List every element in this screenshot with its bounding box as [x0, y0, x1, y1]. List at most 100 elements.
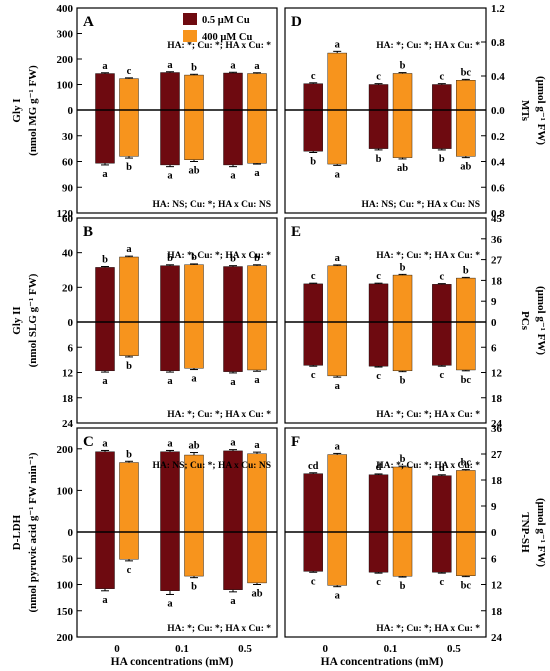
bar — [184, 74, 204, 111]
significance-letter: c — [311, 370, 316, 381]
significance-letter: b — [400, 376, 406, 387]
y-tick-label: 0 — [68, 105, 74, 117]
significance-letter: ab — [188, 441, 199, 452]
bar — [432, 284, 452, 323]
significance-letter: a — [167, 171, 173, 182]
y-tick-label: 12 — [62, 368, 74, 380]
y-tick-label: 36 — [491, 423, 503, 435]
significance-letter: c — [127, 565, 132, 576]
y-tick-label: 60 — [62, 213, 74, 225]
y-tick-label: 0 — [491, 317, 497, 329]
significance-letter: c — [376, 271, 381, 282]
significance-letter: cd — [308, 461, 319, 472]
bar — [303, 109, 323, 152]
significance-letter: c — [376, 72, 381, 83]
significance-letter: b — [126, 361, 132, 372]
y-tick-label: 9 — [491, 296, 497, 308]
significance-letter: a — [335, 441, 341, 452]
bar — [184, 264, 204, 323]
bar — [368, 109, 389, 149]
bar — [223, 531, 243, 590]
significance-letter: bc — [461, 458, 472, 469]
significance-letter: bc — [461, 67, 472, 78]
significance-letter: b — [400, 581, 406, 592]
bar — [247, 109, 267, 164]
stat-annotation: HA: *; Cu: *; HA x Cu: * — [167, 624, 271, 634]
bar — [303, 83, 323, 111]
significance-letter: a — [167, 598, 173, 609]
y-axis-unit: (nmol pyruvic acid g⁻¹ FW min⁻¹) — [27, 452, 39, 612]
bar — [456, 277, 476, 323]
y-tick-label: 200 — [57, 54, 74, 66]
bar — [368, 283, 389, 323]
y-tick-label: 45 — [491, 213, 503, 225]
significance-letter: a — [230, 171, 236, 182]
y-tick-label: 6 — [68, 342, 74, 354]
significance-letter: b — [230, 254, 236, 265]
bar — [432, 475, 452, 533]
bar — [327, 454, 347, 533]
y-tick-label: 0 — [68, 527, 74, 539]
panel-a: 400 300 200 100 0 30 60 90 120 a a a c b a HA: *; Cu: *… — [11, 3, 278, 220]
x-tick-label: 0 — [114, 643, 120, 655]
panel-letter: A — [83, 14, 94, 30]
significance-letter: a — [254, 375, 260, 386]
y-axis-unit: (μmol g⁻¹ FW) — [535, 76, 547, 145]
bar — [303, 531, 323, 572]
y-tick-label: 6 — [491, 553, 497, 565]
bar — [223, 72, 243, 111]
bar — [392, 531, 413, 577]
bar — [456, 470, 476, 533]
x-axis-label-right: HA concentrations (mM) — [321, 656, 444, 668]
bar — [95, 267, 115, 323]
significance-letter: a — [254, 61, 260, 72]
bar — [432, 321, 452, 366]
significance-letter: ab — [460, 162, 471, 173]
significance-letter: b — [400, 61, 406, 72]
x-tick-label: 0.1 — [384, 643, 398, 655]
y-tick-label: 0.4 — [491, 157, 505, 169]
legend-label: 0.5 μM Cu — [202, 15, 250, 26]
bar — [303, 321, 323, 366]
significance-letter: ab — [397, 163, 408, 174]
legend-swatch — [183, 30, 197, 42]
significance-letter: b — [400, 262, 406, 273]
y-tick-label: 6 — [491, 342, 497, 354]
bar — [223, 321, 243, 372]
bar — [95, 73, 115, 111]
bar — [392, 321, 413, 372]
bar — [432, 109, 452, 149]
x-tick-label: 0.1 — [175, 643, 189, 655]
significance-letter: c — [440, 577, 445, 588]
significance-letter: b — [376, 154, 382, 165]
y-tick-label: 0.6 — [491, 182, 505, 194]
x-axis-label-left: HA concentrations (mM) — [111, 656, 234, 668]
bar — [119, 462, 139, 533]
stat-annotation: HA: *; Cu: *; HA x Cu: * — [167, 410, 271, 420]
x-tick-label: 0 — [322, 643, 328, 655]
y-tick-label: 0 — [68, 317, 74, 329]
y-tick-label: 150 — [57, 606, 74, 618]
stat-annotation: HA: NS; Cu: *; HA x Cu: NS — [362, 200, 481, 210]
significance-letter: a — [102, 169, 108, 180]
bar — [223, 266, 243, 323]
bar — [456, 109, 476, 157]
bar — [327, 531, 347, 586]
significance-letter: b — [400, 454, 406, 465]
bar — [392, 109, 413, 158]
significance-letter: a — [102, 376, 108, 387]
y-tick-label: 18 — [491, 275, 503, 287]
y-tick-label: 18 — [491, 606, 503, 618]
significance-letter: b — [191, 252, 197, 263]
bar — [368, 84, 389, 111]
significance-letter: b — [167, 253, 173, 264]
bar — [184, 531, 204, 577]
x-tick-label: 0.5 — [238, 643, 252, 655]
bar — [184, 109, 204, 160]
bar — [368, 531, 389, 573]
y-tick-label: 18 — [491, 475, 503, 487]
y-tick-label: 100 — [57, 80, 74, 92]
